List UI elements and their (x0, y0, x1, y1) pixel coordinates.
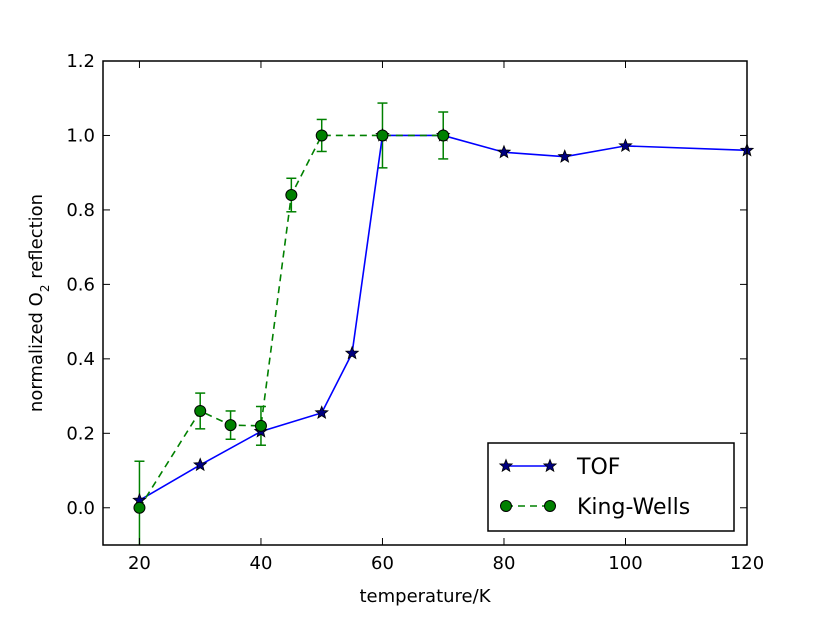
legend-box (487, 442, 735, 532)
x-tick-label-3: 80 (493, 553, 516, 574)
x-tick-label-4: 100 (608, 553, 642, 574)
x-axis-label: temperature/K (359, 586, 491, 607)
x-tick-label-0: 20 (128, 553, 151, 574)
y-tick-label-1: 0.2 (66, 423, 95, 444)
data-point-king-wells-3 (254, 419, 267, 432)
x-tick-label-1: 40 (250, 553, 273, 574)
data-point-tof-8 (557, 149, 572, 163)
legend-marker-right-king-wells (544, 500, 556, 512)
y-axis-label-main: normalized O (26, 292, 47, 412)
data-point-tof-4 (344, 345, 360, 360)
data-point-king-wells-4 (285, 189, 298, 202)
x-tick-label-2: 60 (371, 553, 394, 574)
data-point-king-wells-5 (315, 129, 328, 142)
data-point-king-wells-2 (224, 419, 237, 432)
y-axis-label-rest: reflection (26, 194, 47, 285)
y-tick-label-4: 0.8 (66, 200, 95, 221)
legend: TOF King-Wells (487, 442, 735, 532)
y-tick-label-5: 1.0 (66, 125, 95, 146)
legend-label-tof: TOF (576, 455, 620, 480)
errorbar-layer (134, 102, 449, 545)
y-tick-label-6: 1.2 (66, 51, 95, 72)
data-point-king-wells-0 (133, 501, 146, 514)
series-line-king-wells (138, 134, 444, 509)
data-point-tof-7 (496, 144, 512, 159)
data-point-king-wells-7 (437, 129, 450, 142)
tick-layer: 20 40 60 80 100 120 0.0 0.2 0.4 0.6 0.8 1.0 1.2 (66, 51, 764, 574)
legend-marker-left-tof (498, 458, 514, 473)
data-point-tof-1 (192, 457, 208, 472)
y-tick-label-2: 0.4 (66, 349, 95, 370)
data-point-tof-9 (618, 138, 633, 153)
x-tick-label-5: 120 (730, 553, 764, 574)
plot-frame (102, 60, 748, 546)
legend-label-king-wells: King-Wells (577, 495, 690, 520)
data-point-king-wells-6 (376, 129, 389, 142)
y-axis-label: normalized O2 reflection (26, 194, 52, 412)
legend-marker-left-king-wells (500, 500, 512, 512)
legend-marker-right-tof (542, 458, 558, 473)
y-axis-label-subscript: 2 (38, 285, 52, 293)
data-point-tof-3 (314, 405, 329, 419)
y-tick-label-3: 0.6 (66, 274, 95, 295)
data-point-king-wells-1 (194, 404, 207, 417)
y-tick-label-0: 0.0 (66, 498, 95, 519)
